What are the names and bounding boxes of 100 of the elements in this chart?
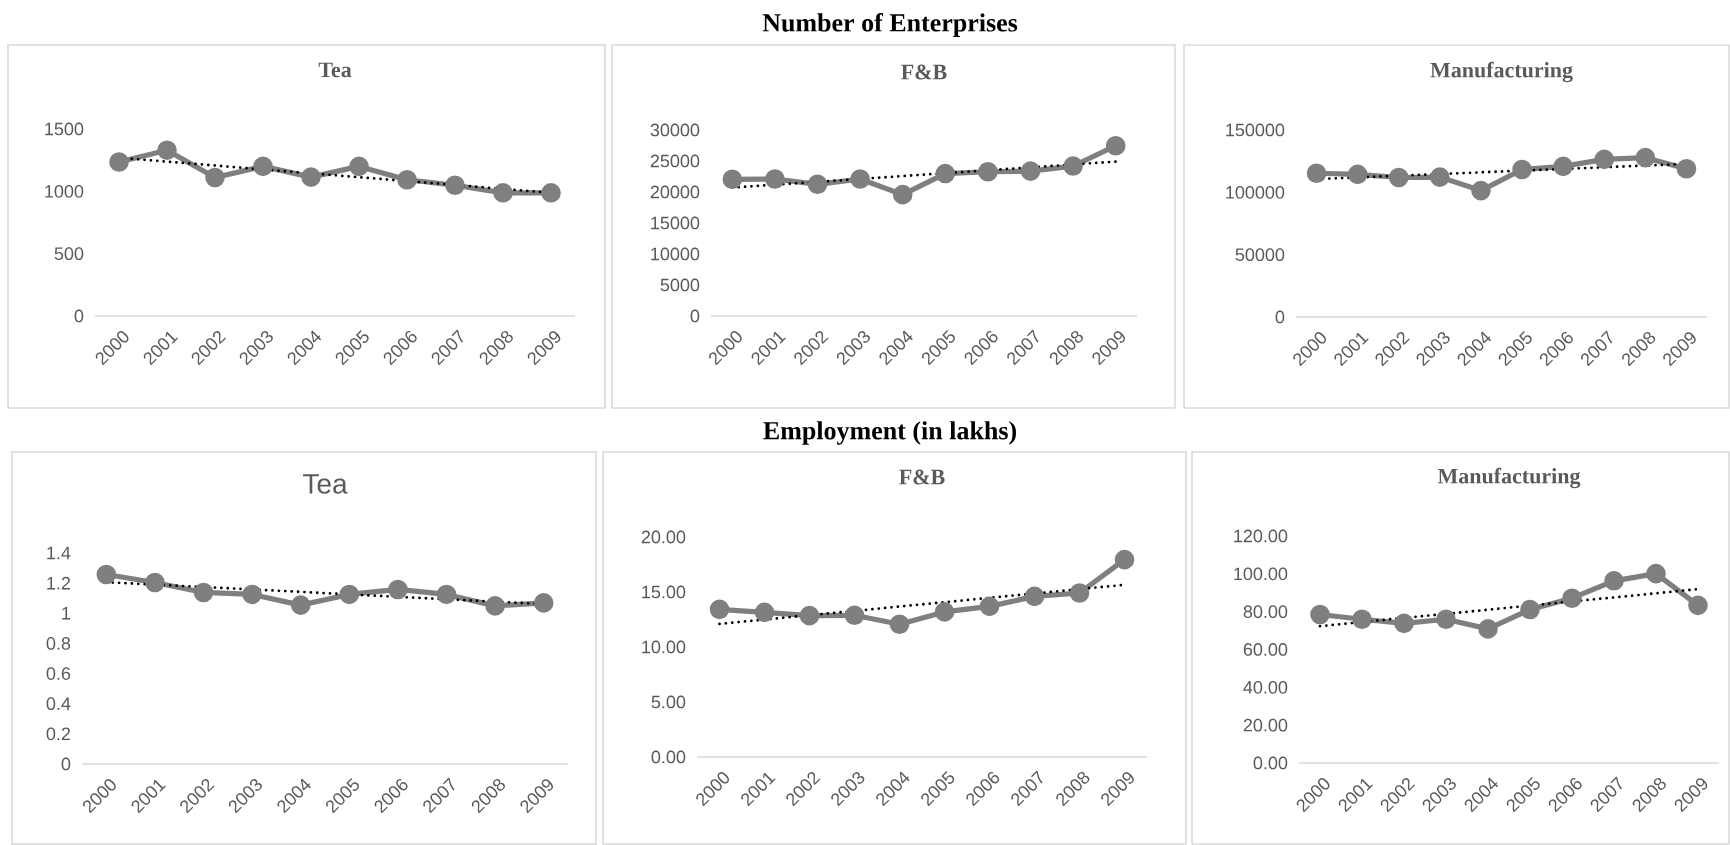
y-tick-label: 10.00: [642, 640, 686, 654]
text: Employment (in lakhs): [763, 421, 1016, 445]
point: [1562, 588, 1582, 609]
y-tick-label: 1.4: [47, 546, 71, 560]
y-tick-label: 0: [1275, 310, 1285, 324]
point: [541, 183, 561, 203]
point: [807, 174, 828, 195]
point: [96, 564, 117, 585]
point: [109, 152, 129, 172]
chart-title: Manufacturing: [1437, 467, 1581, 489]
point: [709, 599, 730, 620]
point: [493, 183, 513, 203]
y-tick-label: 10000: [651, 247, 700, 261]
y-tick-label: 50000: [1235, 248, 1285, 262]
point: [1471, 180, 1491, 201]
y-tick-label: 40.00: [1243, 680, 1288, 694]
y-tick-label: 1500: [45, 122, 84, 136]
point: [1646, 563, 1666, 584]
point: [1553, 156, 1573, 177]
y-tick-label: 20000: [650, 185, 700, 199]
point: [1310, 604, 1330, 625]
y-tick-label: 100000: [1226, 185, 1285, 199]
y-tick-label: 1000: [45, 184, 84, 198]
point: [397, 169, 417, 190]
point: [934, 602, 955, 622]
point: [892, 184, 913, 205]
point: [1604, 571, 1624, 591]
point: [935, 163, 956, 184]
point: [1063, 156, 1083, 176]
point: [754, 602, 775, 623]
point: [1352, 609, 1372, 630]
point: [850, 169, 870, 189]
chart-title: Manufacturing: [1430, 61, 1573, 83]
y-tick-label: 0.6: [46, 667, 71, 680]
point: [388, 579, 408, 600]
y-tick-label: 20.00: [1243, 718, 1288, 732]
point: [1306, 163, 1327, 184]
y-tick-label: 5.00: [651, 695, 686, 709]
point: [979, 596, 1000, 617]
point: [722, 169, 743, 190]
point: [1388, 167, 1409, 188]
chart-title: Tea: [303, 474, 348, 494]
point: [1024, 586, 1045, 607]
point: [1069, 583, 1090, 603]
y-tick-label: 1.2: [47, 576, 71, 590]
y-tick-label: 150000: [1226, 123, 1285, 137]
point: [301, 167, 321, 187]
point: [1436, 609, 1456, 630]
point: [290, 595, 311, 615]
y-tick-label: 120.00: [1234, 529, 1288, 543]
chart-title: F&B: [899, 469, 945, 485]
y-tick-label: 15.00: [642, 585, 686, 599]
y-tick-label: 0.4: [46, 697, 71, 711]
point: [157, 140, 177, 160]
point: [1676, 158, 1697, 179]
y-tick-label: 1: [62, 607, 71, 620]
point: [1430, 167, 1450, 187]
y-tick-label: 0.8: [46, 637, 71, 650]
point: [349, 156, 369, 177]
point: [978, 161, 998, 182]
point: [1020, 161, 1041, 181]
point: [1114, 549, 1135, 570]
y-tick-label: 0: [74, 309, 84, 323]
y-tick-label: 500: [54, 247, 84, 261]
point: [1347, 164, 1368, 185]
point: [242, 584, 262, 605]
point: [1512, 159, 1532, 180]
point: [1594, 149, 1615, 170]
point: [844, 605, 865, 626]
point: [145, 572, 165, 593]
point: [799, 605, 820, 626]
point: [436, 584, 457, 605]
point: [339, 584, 360, 605]
y-tick-label: 25000: [650, 154, 700, 168]
text: Number of Enterprises: [762, 13, 1018, 37]
point: [765, 169, 785, 189]
y-tick-label: 100.00: [1234, 567, 1288, 581]
point: [485, 596, 505, 616]
point: [1105, 135, 1126, 156]
y-tick-label: 15000: [651, 216, 700, 230]
y-tick-label: 5000: [660, 278, 700, 292]
point: [1688, 595, 1708, 616]
y-tick-label: 0.00: [651, 750, 686, 764]
point: [205, 167, 225, 188]
point: [1635, 147, 1656, 168]
point: [1520, 599, 1540, 620]
point: [445, 175, 465, 196]
chart-title: Tea: [318, 62, 352, 78]
y-tick-label: 0: [690, 309, 700, 323]
point: [533, 593, 554, 613]
point: [1478, 619, 1498, 639]
y-tick-label: 0.00: [1253, 756, 1288, 770]
y-tick-label: 30000: [650, 123, 700, 137]
y-tick-label: 20.00: [641, 530, 686, 544]
y-tick-label: 80.00: [1243, 605, 1288, 619]
point: [1394, 613, 1414, 634]
point: [253, 156, 273, 177]
y-tick-label: 60.00: [1243, 643, 1288, 656]
point: [889, 614, 910, 635]
chart-title: F&B: [901, 64, 947, 80]
